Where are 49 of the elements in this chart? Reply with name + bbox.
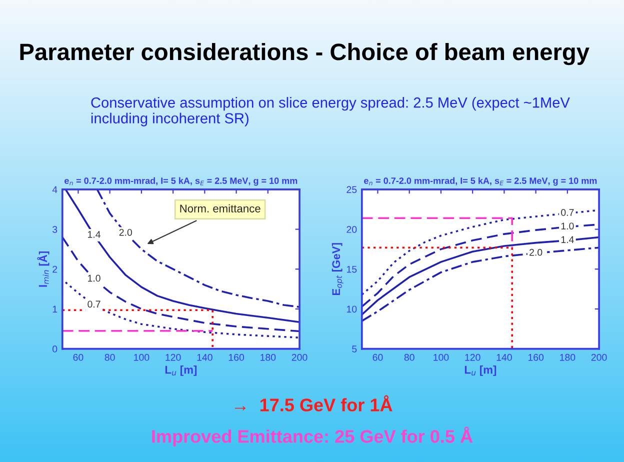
x-tick-label: 160 <box>228 354 244 361</box>
x-tick-label: 180 <box>560 354 576 361</box>
text: Conservative assumption on slice energy spread: 2.5 MeV (expect ~1MeV including incoherent SR) <box>91 97 570 126</box>
y-tick-label: 3 <box>52 226 58 233</box>
series-label: 1.4 <box>561 236 574 243</box>
line-series <box>362 246 600 322</box>
series-label: 1.0 <box>88 274 100 282</box>
text: Improved Emittance: 25 GeV for 0.5 Å <box>152 426 473 446</box>
x-tick-label: 160 <box>528 354 544 361</box>
y-tick-label: 25 <box>346 186 357 194</box>
series-label: 2.0 <box>530 248 542 256</box>
text: Parameter considerations - Choice of beam energy <box>20 42 590 66</box>
y-tick-label: 15 <box>346 266 357 273</box>
series-label: 0.7 <box>88 300 100 308</box>
x-tick-label: 180 <box>260 354 276 361</box>
y-tick-label: 5 <box>352 346 357 352</box>
x-tick-label: 60 <box>73 354 84 361</box>
y-tick-label: 4 <box>52 186 58 193</box>
x-tick-label: 80 <box>104 354 115 361</box>
x-tick-label: 200 <box>292 354 308 361</box>
series-label: 1.0 <box>561 222 574 230</box>
x-tick-label: 100 <box>134 354 150 361</box>
line-series <box>64 281 300 339</box>
line-series <box>62 236 300 332</box>
text: → 17.5 GeV for 1Å <box>234 395 392 412</box>
y-axis-title: E$_{opt}$ [GeV] <box>332 243 344 296</box>
y-tick-label: 20 <box>346 226 357 233</box>
x-tick-label: 120 <box>166 354 181 361</box>
x-tick-label: 140 <box>197 354 212 361</box>
series-label: 0.7 <box>561 209 574 216</box>
y-tick-label: 10 <box>346 306 357 313</box>
x-tick-label: 80 <box>404 354 414 361</box>
y-axis-title: l$_{min}$ [Å] <box>37 251 50 287</box>
x-tick-label: 100 <box>434 354 449 361</box>
x-axis-title: L$_{u}$ [m] <box>165 366 197 376</box>
x-tick-label: 120 <box>465 354 480 361</box>
x-tick-label: 140 <box>496 354 512 361</box>
y-tick-label: 2 <box>52 266 58 273</box>
y-tick-label: 0 <box>52 346 58 352</box>
y-tick-label: 1 <box>52 306 58 312</box>
chart-title: e$_{n}$ = 0.7-2.0 mm-mrad, I= 5 kA, s$_{E}$ = 2.5 MeV, g = 10 mm <box>64 177 298 186</box>
x-tick-label: 200 <box>591 354 607 361</box>
x-tick-label: 60 <box>372 354 383 361</box>
series-label: 1.4 <box>88 231 100 238</box>
chart-title: e$_{n}$ = 0.7-2.0 mm-mrad, I= 5 kA, s$_{E}$ = 2.5 MeV, g = 10 mm <box>364 177 597 186</box>
x-axis-title: L$_{u}$ [m] <box>464 366 496 376</box>
line-series <box>64 189 300 324</box>
series-label: 2.0 <box>119 228 132 236</box>
annotation: Norm. emittance <box>180 204 260 212</box>
